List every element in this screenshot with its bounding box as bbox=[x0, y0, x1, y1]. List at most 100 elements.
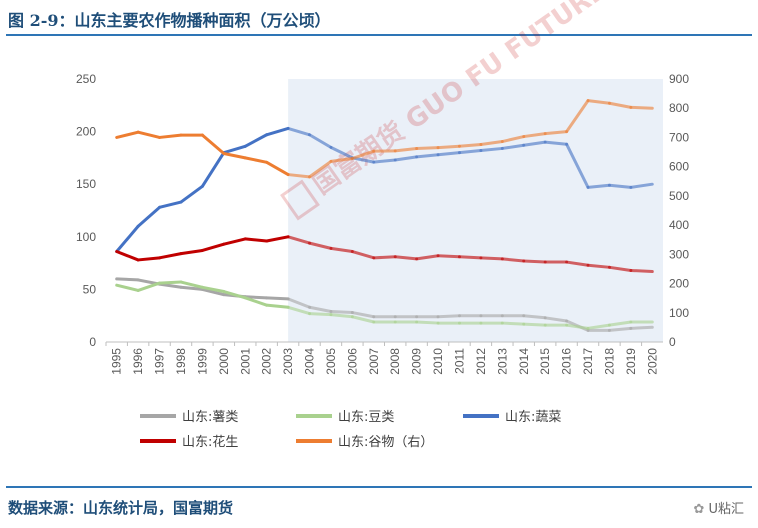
series-segment bbox=[393, 155, 419, 162]
series-segment bbox=[500, 143, 526, 150]
axes: 0 50 100 150 200 250 0 100 200 300 400 500 600 700 800… bbox=[76, 72, 689, 375]
series-segment bbox=[265, 296, 290, 301]
x-tick-label: 1999 bbox=[195, 348, 209, 375]
y-right-tick-label: 900 bbox=[669, 72, 689, 86]
series-segment bbox=[629, 268, 654, 274]
wechat-icon: ✿ bbox=[693, 502, 709, 517]
series-segment bbox=[607, 320, 633, 327]
x-tick-label: 2010 bbox=[431, 348, 445, 375]
legend-label: 山东:豆类 bbox=[338, 410, 394, 425]
x-tick-label: 2003 bbox=[281, 348, 295, 375]
series-segment bbox=[136, 130, 162, 139]
x-tick-label: 2004 bbox=[303, 348, 317, 375]
y-right-tick-label: 400 bbox=[669, 218, 689, 232]
series-segment bbox=[115, 130, 140, 139]
series-segment bbox=[350, 149, 376, 160]
series-segment bbox=[200, 133, 226, 156]
series-segment bbox=[543, 130, 569, 136]
series-segment bbox=[436, 314, 461, 319]
series-segment bbox=[329, 313, 354, 319]
y-right-tick-label: 300 bbox=[669, 247, 689, 261]
series-segment bbox=[265, 160, 290, 177]
series-segment bbox=[415, 153, 440, 159]
series-segment bbox=[179, 248, 204, 256]
series-segment bbox=[308, 312, 333, 317]
watermark-logo bbox=[280, 179, 320, 221]
bottom-rule bbox=[6, 486, 752, 488]
series-segment bbox=[329, 145, 354, 160]
series-segment bbox=[500, 321, 526, 326]
series-segment bbox=[158, 252, 183, 260]
y-left-tick-label: 150 bbox=[76, 177, 96, 191]
x-tick-label: 2000 bbox=[217, 348, 231, 375]
x-tick-label: 2011 bbox=[452, 348, 466, 374]
series-segment bbox=[222, 290, 247, 300]
series-segment bbox=[115, 250, 140, 262]
legend-label: 山东:谷物（右） bbox=[338, 435, 433, 450]
legend-label: 山东:花生 bbox=[182, 434, 238, 450]
x-tick-label: 2007 bbox=[367, 348, 381, 375]
series-segment bbox=[565, 323, 590, 330]
y-right-tick-label: 600 bbox=[669, 160, 689, 174]
series-segment bbox=[522, 314, 547, 320]
series-segment bbox=[629, 182, 654, 189]
series-segment bbox=[265, 235, 290, 243]
series-segment bbox=[415, 146, 440, 151]
series-segment bbox=[265, 126, 290, 137]
series-segment bbox=[222, 237, 247, 246]
series-4 bbox=[115, 99, 654, 179]
series-segment bbox=[329, 309, 354, 315]
x-tick-label: 1998 bbox=[174, 348, 188, 375]
series-segment bbox=[415, 254, 440, 261]
y-left-tick-label: 200 bbox=[76, 125, 96, 139]
x-tick-label: 2020 bbox=[645, 348, 659, 375]
series-segment bbox=[243, 133, 269, 148]
series-segment bbox=[308, 241, 333, 250]
x-tick-label: 2009 bbox=[410, 348, 424, 375]
series-segment bbox=[136, 205, 162, 228]
series-segment bbox=[457, 255, 483, 260]
source-note: 数据来源：山东统计局，国富期货 bbox=[8, 499, 234, 517]
series-segment bbox=[372, 255, 397, 260]
series-2 bbox=[115, 126, 654, 254]
series-1 bbox=[115, 280, 654, 330]
brand-logo: ✿ U粘汇 bbox=[693, 498, 744, 517]
series-segment bbox=[607, 326, 633, 332]
series-segment bbox=[243, 295, 269, 300]
series-segment bbox=[436, 151, 461, 157]
series-segment bbox=[158, 282, 183, 289]
series-segment bbox=[565, 142, 590, 189]
series-segment bbox=[286, 235, 312, 245]
x-tick-label: 2002 bbox=[260, 348, 274, 375]
series-segment bbox=[457, 142, 483, 148]
series-segment bbox=[436, 254, 461, 259]
series-segment bbox=[565, 99, 590, 134]
x-tick-label: 1996 bbox=[131, 348, 145, 375]
series-segment bbox=[415, 320, 440, 325]
series-segment bbox=[158, 280, 183, 285]
x-tick-label: 2006 bbox=[345, 348, 359, 375]
series-segment bbox=[222, 144, 247, 155]
series-segment bbox=[158, 200, 183, 209]
x-tick-label: 2008 bbox=[388, 348, 402, 375]
legend-label: 山东:薯类 bbox=[182, 410, 238, 425]
series-segment bbox=[136, 281, 162, 292]
series-segment bbox=[607, 265, 633, 272]
y-left-tick-label: 250 bbox=[76, 72, 96, 86]
series-segment bbox=[243, 156, 269, 164]
series-segment bbox=[607, 183, 633, 189]
series-segment bbox=[115, 283, 140, 292]
series-segment bbox=[457, 149, 483, 155]
series-segment bbox=[479, 256, 504, 261]
x-tick-label: 2016 bbox=[560, 348, 574, 375]
y-left-tick-label: 0 bbox=[89, 335, 96, 349]
series-segment bbox=[286, 173, 312, 179]
series-segment bbox=[479, 140, 504, 146]
series-segment bbox=[200, 242, 226, 252]
series-3 bbox=[115, 235, 654, 274]
series-segment bbox=[179, 285, 204, 291]
series-segment bbox=[243, 237, 269, 243]
series-segment bbox=[286, 297, 312, 309]
series-segment bbox=[543, 316, 569, 323]
